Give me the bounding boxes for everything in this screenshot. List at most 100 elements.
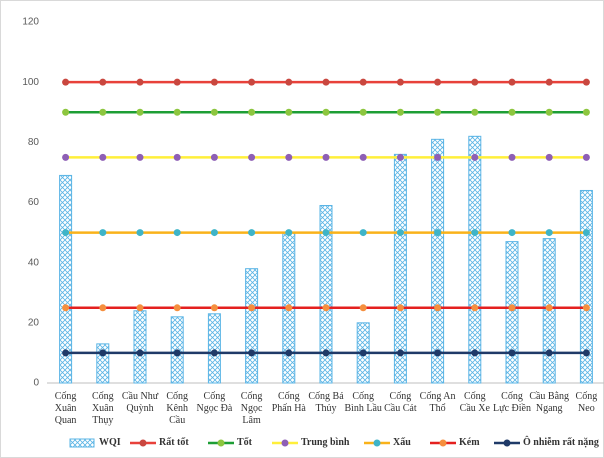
legend-swatch [69, 438, 95, 448]
bar [319, 205, 333, 384]
line-marker [508, 349, 516, 357]
bar [431, 138, 445, 384]
line-marker [582, 78, 590, 86]
x-tick-label: Cống Xuân Quan [54, 391, 77, 426]
line-marker [359, 229, 367, 237]
line-marker [471, 349, 479, 357]
line-marker [285, 108, 293, 116]
line-marker [285, 229, 293, 237]
line-marker [210, 78, 218, 86]
line-marker [62, 229, 70, 237]
line-marker [508, 78, 516, 86]
legend-label: Kém [459, 437, 480, 448]
x-tick-label: Cống An Thổ [419, 391, 456, 414]
line-marker [99, 349, 107, 357]
line-marker [248, 229, 256, 237]
x-tick-label: Cầu Như Quỳnh [121, 391, 159, 414]
y-tick-label: 80 [28, 137, 40, 148]
line-marker [471, 229, 479, 237]
line-marker [396, 349, 404, 357]
x-tick-label: Cống Phấn Hà [271, 391, 306, 414]
line-marker [359, 304, 367, 312]
x-tick-label: Cống Kênh Cầu [166, 391, 189, 426]
line-marker [322, 349, 330, 357]
line-marker [396, 78, 404, 86]
line-marker [285, 349, 293, 357]
line-marker [582, 108, 590, 116]
legend-marker [439, 439, 447, 447]
line-marker [322, 78, 330, 86]
line-marker [545, 108, 553, 116]
line-marker [210, 349, 218, 357]
line-marker [173, 108, 181, 116]
line-marker [582, 153, 590, 161]
line-marker [471, 304, 479, 312]
line-marker [62, 349, 70, 357]
legend-label: Trung bình [301, 437, 350, 448]
line-marker [99, 108, 107, 116]
bar [579, 189, 593, 384]
line-marker [62, 153, 70, 161]
line-marker [545, 349, 553, 357]
line-marker [582, 349, 590, 357]
y-tick-label: 40 [28, 257, 40, 268]
line-marker [285, 304, 293, 312]
line-marker [471, 78, 479, 86]
line-marker [62, 78, 70, 86]
line-marker [359, 108, 367, 116]
line-marker [99, 78, 107, 86]
legend-marker [139, 439, 147, 447]
line-marker [62, 304, 70, 312]
line-marker [396, 153, 404, 161]
line-marker [136, 108, 144, 116]
x-tick-label: Cầu Bằng Ngang [529, 391, 570, 414]
line-marker [173, 78, 181, 86]
line-marker [359, 78, 367, 86]
line-marker [210, 108, 218, 116]
bar [468, 135, 482, 384]
legend-label: Ô nhiễm rất nặng [523, 437, 599, 448]
line-marker [359, 153, 367, 161]
line-marker [248, 349, 256, 357]
line-marker [508, 108, 516, 116]
y-tick-label: 100 [22, 77, 39, 88]
line-marker [396, 108, 404, 116]
y-tick-label: 60 [28, 197, 40, 208]
line-marker [99, 229, 107, 237]
line-marker [210, 153, 218, 161]
line-marker [285, 78, 293, 86]
bar [207, 313, 221, 384]
x-tick-label: Cống Xuân Thụy [91, 391, 114, 426]
x-tick-label: Cống Neo [575, 391, 598, 414]
line-marker [136, 78, 144, 86]
line-marker [62, 108, 70, 116]
y-tick-label: 20 [28, 317, 40, 328]
line-marker [248, 78, 256, 86]
line-marker [545, 78, 553, 86]
line-marker [434, 108, 442, 116]
line-marker [582, 229, 590, 237]
bar [59, 174, 73, 384]
line-marker [359, 349, 367, 357]
line-marker [248, 153, 256, 161]
y-tick-label: 0 [33, 378, 39, 389]
line-marker [545, 304, 553, 312]
line-marker [99, 304, 107, 312]
x-tick-label: Cống Bá Thủy [308, 391, 344, 414]
line-marker [508, 304, 516, 312]
x-tick-label: Cống Bình Lầu [344, 391, 382, 414]
line-marker [434, 349, 442, 357]
bar [393, 153, 407, 384]
x-tick-label: Cống Lực Điền [493, 391, 531, 414]
line-marker [173, 304, 181, 312]
line-marker [322, 153, 330, 161]
line-marker [173, 229, 181, 237]
legend-marker [503, 439, 511, 447]
line-marker [396, 229, 404, 237]
line-marker [434, 153, 442, 161]
line-marker [136, 304, 144, 312]
line-marker [471, 108, 479, 116]
